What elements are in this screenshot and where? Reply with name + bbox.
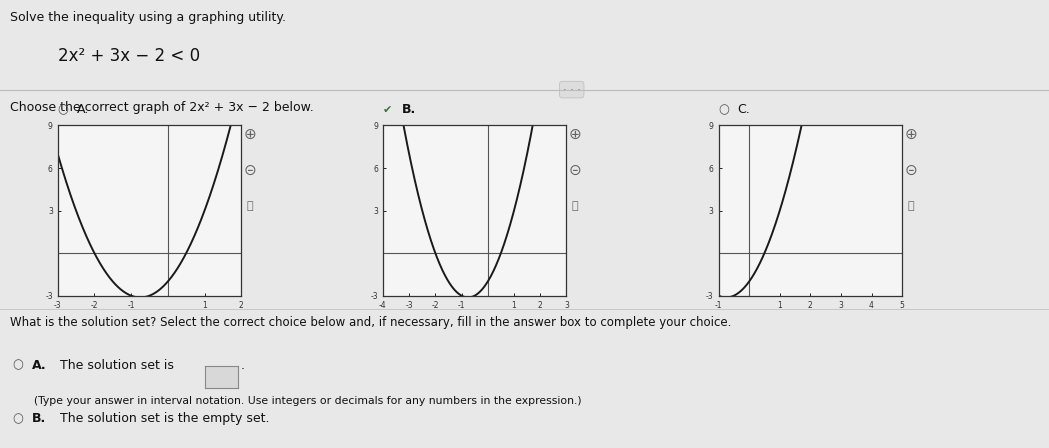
Text: (Type your answer in interval notation. Use integers or decimals for any numbers: (Type your answer in interval notation. … xyxy=(34,396,581,406)
Text: ○: ○ xyxy=(719,103,729,116)
Text: What is the solution set? Select the correct choice below and, if necessary, fil: What is the solution set? Select the cor… xyxy=(10,316,732,329)
Text: .: . xyxy=(240,358,244,372)
Text: B.: B. xyxy=(31,412,46,426)
Text: The solution set is: The solution set is xyxy=(60,358,174,372)
Text: ⊝: ⊝ xyxy=(569,163,581,178)
Text: ○: ○ xyxy=(13,358,23,372)
Text: ⬜: ⬜ xyxy=(907,201,914,211)
Text: The solution set is the empty set.: The solution set is the empty set. xyxy=(60,412,270,426)
Text: Solve the inequality using a graphing utility.: Solve the inequality using a graphing ut… xyxy=(10,11,286,24)
Text: ⬜: ⬜ xyxy=(572,201,578,211)
Text: ⊝: ⊝ xyxy=(904,163,917,178)
Text: ⊕: ⊕ xyxy=(243,127,256,142)
Text: · · ·: · · · xyxy=(562,85,581,95)
Text: ⬜: ⬜ xyxy=(247,201,253,211)
Text: B.: B. xyxy=(402,103,416,116)
Text: A.: A. xyxy=(31,358,46,372)
Text: ○: ○ xyxy=(13,412,23,426)
Text: C.: C. xyxy=(737,103,750,116)
Text: ⊝: ⊝ xyxy=(243,163,256,178)
Text: 2x² + 3x − 2 < 0: 2x² + 3x − 2 < 0 xyxy=(58,47,199,65)
Text: ○: ○ xyxy=(58,103,68,116)
Text: Choose the correct graph of 2x² + 3x − 2 below.: Choose the correct graph of 2x² + 3x − 2… xyxy=(10,101,315,114)
Text: ✔: ✔ xyxy=(383,105,392,115)
Text: ⊕: ⊕ xyxy=(569,127,581,142)
Text: A.: A. xyxy=(77,103,89,116)
Text: ⊕: ⊕ xyxy=(904,127,917,142)
